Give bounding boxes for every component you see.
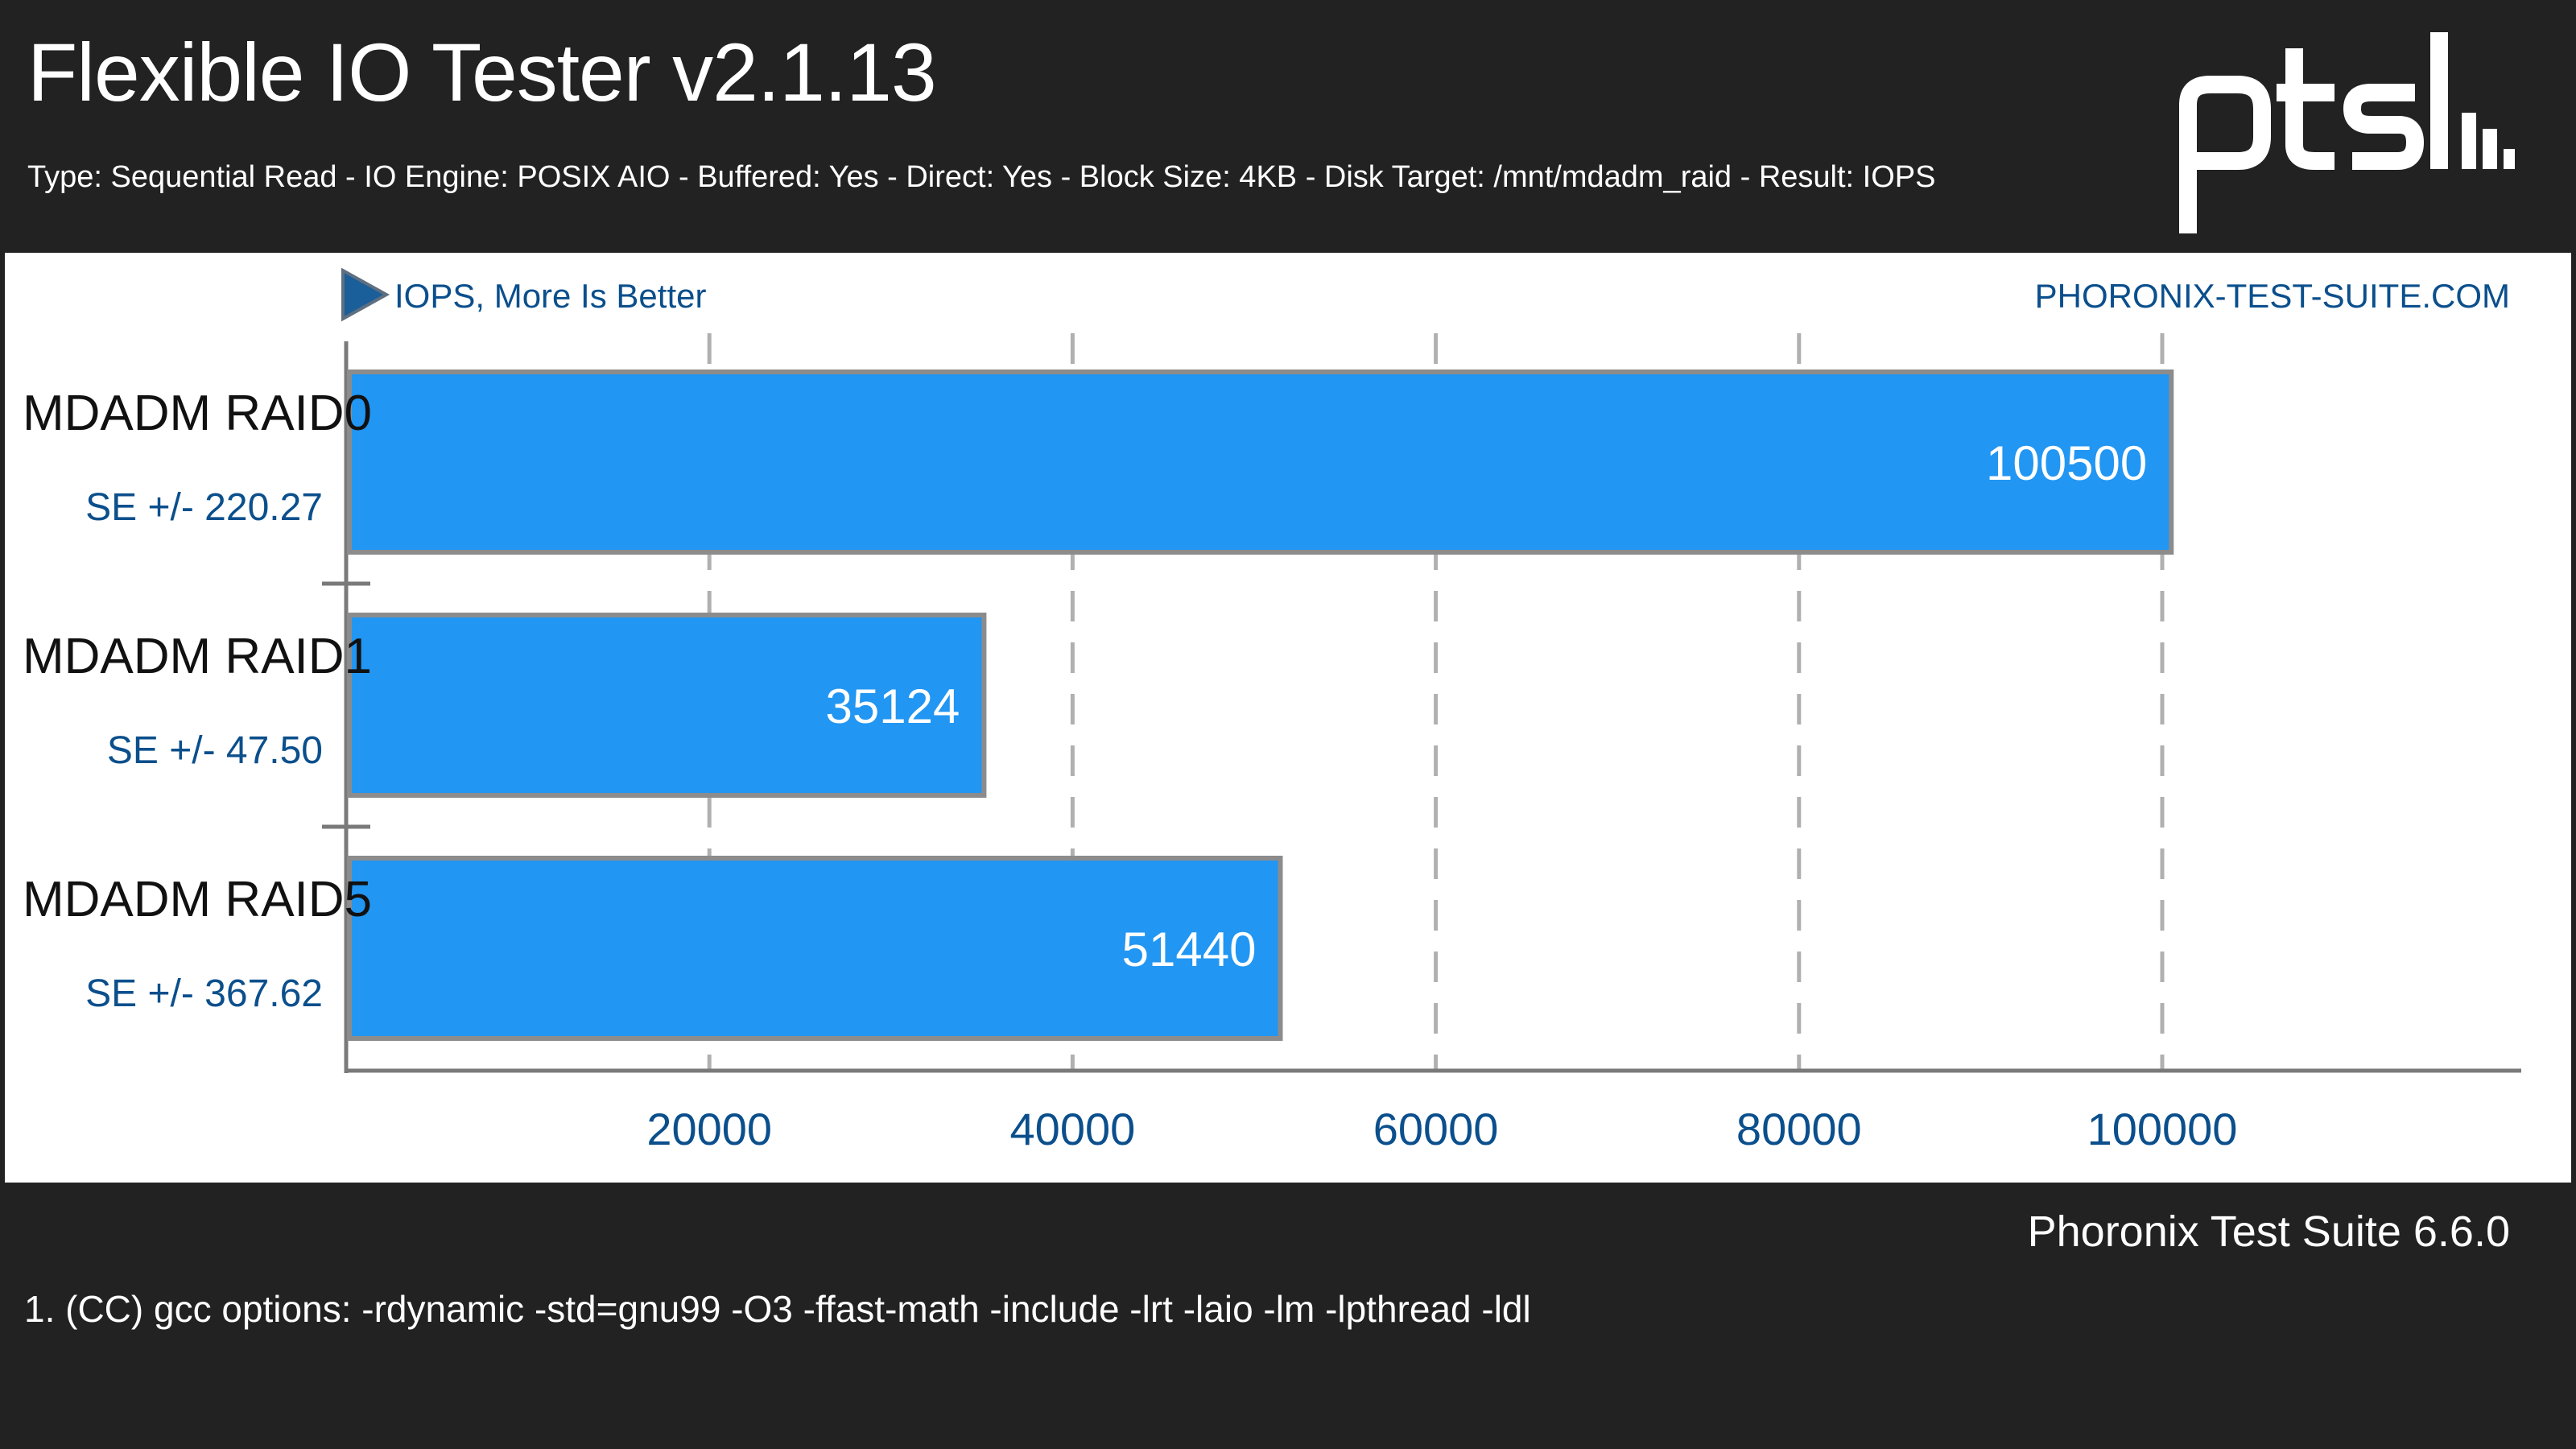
bar-value-label-1: 35124 (826, 679, 960, 733)
pts-logo-icon (2179, 32, 2515, 233)
direction-label: IOPS, More Is Better (394, 277, 706, 315)
bar-1 (347, 613, 987, 798)
bar-value-label-0: 100500 (1986, 436, 2147, 490)
error-label-0: SE +/- 220.27 (85, 486, 323, 529)
bar-0 (347, 369, 2174, 555)
chart-subtitle: Type: Sequential Read - IO Engine: POSIX… (27, 160, 1936, 194)
category-label-0: MDADM RAID0 (23, 386, 372, 441)
tick-label-40000: 40000 (1010, 1104, 1136, 1154)
more-is-better-arrow-icon (341, 267, 390, 322)
category-label-1: MDADM RAID1 (23, 629, 372, 684)
tick-label-60000: 60000 (1373, 1104, 1499, 1154)
bar-2 (347, 856, 1283, 1041)
watermark: PHORONIX-TEST-SUITE.COM (2035, 277, 2510, 315)
chart-panel: 20000 40000 60000 80000 100000 100500 MDADM RA… (5, 253, 2571, 1183)
compiler-note: 1. (CC) gcc options: -rdynamic -std=gnu9… (24, 1288, 1531, 1330)
tick-label-20000: 20000 (646, 1104, 772, 1154)
tick-label-100000: 100000 (2087, 1104, 2238, 1154)
bar-chart: 20000 40000 60000 80000 100000 100500 MDADM RA… (23, 267, 2521, 1154)
tick-label-80000: 80000 (1736, 1104, 1862, 1154)
category-label-2: MDADM RAID5 (23, 872, 372, 927)
suite-version: Phoronix Test Suite 6.6.0 (2027, 1208, 2510, 1256)
error-label-1: SE +/- 47.50 (107, 729, 323, 772)
error-label-2: SE +/- 367.62 (85, 972, 323, 1015)
bar-value-label-2: 51440 (1122, 923, 1257, 976)
chart-title: Flexible IO Tester v2.1.13 (27, 27, 937, 118)
